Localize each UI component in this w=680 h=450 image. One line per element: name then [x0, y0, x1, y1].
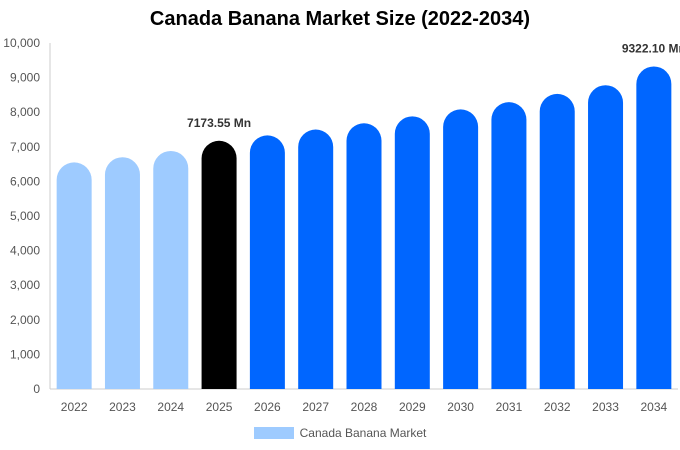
y-tick-label: 5,000 — [10, 209, 40, 223]
x-tick-label: 2023 — [109, 400, 136, 414]
bar[interactable] — [104, 157, 140, 389]
x-tick-label: 2030 — [447, 400, 474, 414]
y-tick-label: 9,000 — [10, 71, 40, 85]
y-tick-label: 1,000 — [10, 347, 40, 361]
x-tick-label: 2034 — [640, 400, 667, 414]
x-tick-label: 2029 — [399, 400, 426, 414]
x-tick-label: 2022 — [61, 400, 88, 414]
legend[interactable]: Canada Banana Market — [0, 426, 680, 440]
bar[interactable] — [249, 135, 285, 389]
bar[interactable] — [636, 66, 672, 390]
y-tick-label: 2,000 — [10, 313, 40, 327]
bar[interactable] — [298, 129, 334, 390]
bar[interactable] — [394, 116, 430, 390]
bar[interactable] — [201, 140, 237, 389]
bar[interactable] — [491, 102, 527, 389]
legend-swatch — [253, 427, 294, 439]
x-tick-label: 2033 — [592, 400, 619, 414]
bar[interactable] — [539, 93, 575, 389]
x-tick-label: 2028 — [351, 400, 378, 414]
y-tick-label: 10,000 — [3, 36, 40, 50]
bar[interactable] — [443, 109, 479, 389]
x-tick-label: 2032 — [544, 400, 571, 414]
bar[interactable] — [588, 85, 624, 389]
y-tick-label: 3,000 — [10, 278, 40, 292]
bar[interactable] — [346, 123, 382, 389]
x-tick-label: 2024 — [157, 400, 184, 414]
chart-title: Canada Banana Market Size (2022-2034) — [149, 8, 531, 30]
y-tick-label: 4,000 — [10, 244, 40, 258]
bar[interactable] — [56, 162, 92, 389]
y-tick-label: 7,000 — [10, 140, 40, 154]
x-tick-label: 2026 — [254, 400, 281, 414]
x-tick-label: 2025 — [206, 400, 233, 414]
legend-label: Canada Banana Market — [299, 426, 427, 440]
y-tick-label: 0 — [33, 382, 40, 396]
y-tick-label: 6,000 — [10, 174, 40, 188]
data-label: 9322.10 Mn — [622, 41, 680, 55]
x-tick-label: 2027 — [302, 400, 329, 414]
y-tick-label: 8,000 — [10, 105, 40, 119]
x-tick-label: 2031 — [496, 400, 523, 414]
bar[interactable] — [153, 150, 189, 389]
data-label: 7173.55 Mn — [187, 116, 251, 130]
